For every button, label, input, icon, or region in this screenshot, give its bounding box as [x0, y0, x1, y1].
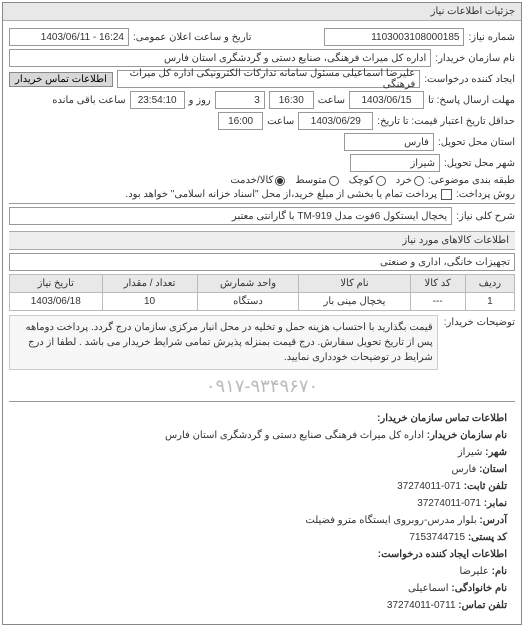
- price-valid-date-field: 1403/06/29: [298, 112, 373, 130]
- req-creator-header: اطلاعات ایجاد کننده درخواست:: [17, 546, 507, 563]
- contact-province-label: استان:: [479, 464, 507, 475]
- contact-city-label: شهر:: [485, 447, 507, 458]
- classification-radios: خرد کوچک متوسط کالا/خدمت: [230, 175, 424, 186]
- items-header-row: ردیف کد کالا نام کالا واحد شمارش تعداد /…: [10, 275, 515, 293]
- col-code: کد کالا: [410, 275, 465, 293]
- contact-block: اطلاعات تماس سازمان خریدار: نام سازمان خ…: [9, 404, 515, 620]
- cell-qty: 10: [102, 293, 197, 311]
- cell-rownum: 1: [465, 293, 514, 311]
- pay-method-checkbox[interactable]: [441, 189, 452, 200]
- province-field: فارس: [344, 133, 434, 151]
- col-qty: تعداد / مقدار: [102, 275, 197, 293]
- cell-unit: دستگاه: [197, 293, 299, 311]
- panel-body: شماره نیاز: 1103003108000185 تاریخ و ساع…: [3, 21, 521, 624]
- col-unit: واحد شمارش: [197, 275, 299, 293]
- contact-address: بلوار مدرس-روبروی ایستگاه مترو فضیلت: [305, 515, 476, 526]
- separator-2: [9, 401, 515, 402]
- radio-medium-label: متوسط: [295, 175, 326, 186]
- contact-org-label: نام سازمان خریدار:: [427, 430, 507, 441]
- radio-all[interactable]: کالا/خدمت: [230, 175, 285, 186]
- radio-medium[interactable]: متوسط: [295, 175, 338, 186]
- contact-phone: 071-37274011: [397, 481, 461, 492]
- contact-city: شیراز: [458, 447, 483, 458]
- deadline-time-field: 16:30: [269, 91, 314, 109]
- classification-label: طبقه بندی موضوعی:: [428, 175, 515, 186]
- items-table: ردیف کد کالا نام کالا واحد شمارش تعداد /…: [9, 274, 515, 311]
- col-row: ردیف: [465, 275, 514, 293]
- cell-name: یخچال مینی بار: [299, 293, 410, 311]
- requester-label: ایجاد کننده درخواست:: [424, 74, 515, 85]
- contact-lname-label: نام خانوادگی:: [451, 583, 507, 594]
- buyer-name-label: نام سازمان خریدار:: [435, 53, 515, 64]
- radio-tiny-label: خرد: [396, 175, 412, 186]
- remain-hms-field: 23:54:10: [130, 91, 185, 109]
- pay-method-label: روش پرداخت:: [456, 189, 515, 200]
- city-field: شیراز: [350, 154, 440, 172]
- radio-all-label: کالا/خدمت: [230, 175, 273, 186]
- request-no-field: 1103003108000185: [324, 28, 464, 46]
- time-label-1: ساعت: [318, 95, 345, 106]
- cell-code: ---: [410, 293, 465, 311]
- remain-suffix-label: ساعت باقی مانده: [52, 95, 125, 106]
- radio-small[interactable]: کوچک: [349, 175, 386, 186]
- items-section-title: اطلاعات کالاهای مورد نیاز: [9, 231, 515, 250]
- contact-header: اطلاعات تماس سازمان خریدار:: [17, 410, 507, 427]
- province-label: استان محل تحویل:: [438, 137, 515, 148]
- city-label: شهر محل تحویل:: [444, 158, 515, 169]
- radio-tiny[interactable]: خرد: [396, 175, 424, 186]
- requester-field: علیرضا اسماعیلی مسئول سامانه تدارکات الک…: [117, 70, 420, 88]
- separator: [9, 203, 515, 204]
- desc-label: شرح کلی نیاز:: [456, 211, 515, 222]
- panel-title: جزئیات اطلاعات نیاز: [3, 3, 521, 21]
- remain-days-field: 3: [215, 91, 265, 109]
- day-and-label: روز و: [189, 95, 211, 106]
- contact-province: فارس: [451, 464, 476, 475]
- buyer-name-field: اداره کل میراث فرهنگی، صنایع دستی و گردش…: [9, 49, 431, 67]
- contact-address-label: آدرس:: [479, 515, 507, 526]
- contact-fax: 071-37274011: [417, 498, 481, 509]
- price-valid-time-field: 16:00: [218, 112, 263, 130]
- deadline-label: مهلت ارسال پاسخ: تا: [428, 95, 515, 106]
- details-panel: جزئیات اطلاعات نیاز شماره نیاز: 11030031…: [2, 2, 522, 625]
- deadline-date-field: 1403/06/15: [349, 91, 424, 109]
- buyer-note-label: توضیحات خریدار:: [444, 315, 515, 328]
- contact-cphone-label: تلفن تماس:: [458, 600, 507, 611]
- contact-postcode: 7153744715: [409, 532, 465, 543]
- contact-lname: اسماعیلی: [408, 583, 449, 594]
- request-no-label: شماره نیاز:: [468, 32, 515, 43]
- price-valid-label: حداقل تاریخ اعتبار قیمت: تا تاریخ:: [377, 116, 515, 127]
- col-date: تاریخ نیاز: [10, 275, 103, 293]
- contact-phone-label: تلفن ثابت:: [464, 481, 507, 492]
- desc-field: یخچال ایستکول 6فوت مدل TM-919 با گارانتی…: [9, 207, 452, 225]
- pay-method-note: پرداخت تمام یا بخشی از مبلغ خرید،از محل …: [9, 189, 437, 200]
- items-row: 1 --- یخچال مینی بار دستگاه 10 1403/06/1…: [10, 293, 515, 311]
- contact-postcode-label: کد پستی:: [468, 532, 507, 543]
- contact-fax-label: نمابر:: [484, 498, 507, 509]
- buyer-contact-button[interactable]: اطلاعات تماس خریدار: [9, 72, 113, 87]
- col-name: نام کالا: [299, 275, 410, 293]
- items-category-field: تجهیزات خانگی، اداری و صنعتی: [9, 253, 515, 271]
- contact-org: اداره کل میراث فرهنگی صنایع دستی و گردشگ…: [165, 430, 424, 441]
- contact-name-label: نام:: [492, 566, 507, 577]
- cell-date: 1403/06/18: [10, 293, 103, 311]
- public-datetime-field: 16:24 - 1403/06/11: [9, 28, 129, 46]
- time-label-2: ساعت: [267, 116, 294, 127]
- watermark: ۰۹۱۷-۹۳۴۹۶۷۰: [9, 370, 515, 399]
- public-datetime-label: تاریخ و ساعت اعلان عمومی:: [133, 32, 252, 43]
- radio-small-label: کوچک: [349, 175, 374, 186]
- buyer-note-text: قیمت بگذارید با احتساب هزینه حمل و تخلیه…: [9, 315, 438, 370]
- contact-name: علیرضا: [460, 566, 489, 577]
- contact-cphone: 0711-37274011: [387, 600, 456, 611]
